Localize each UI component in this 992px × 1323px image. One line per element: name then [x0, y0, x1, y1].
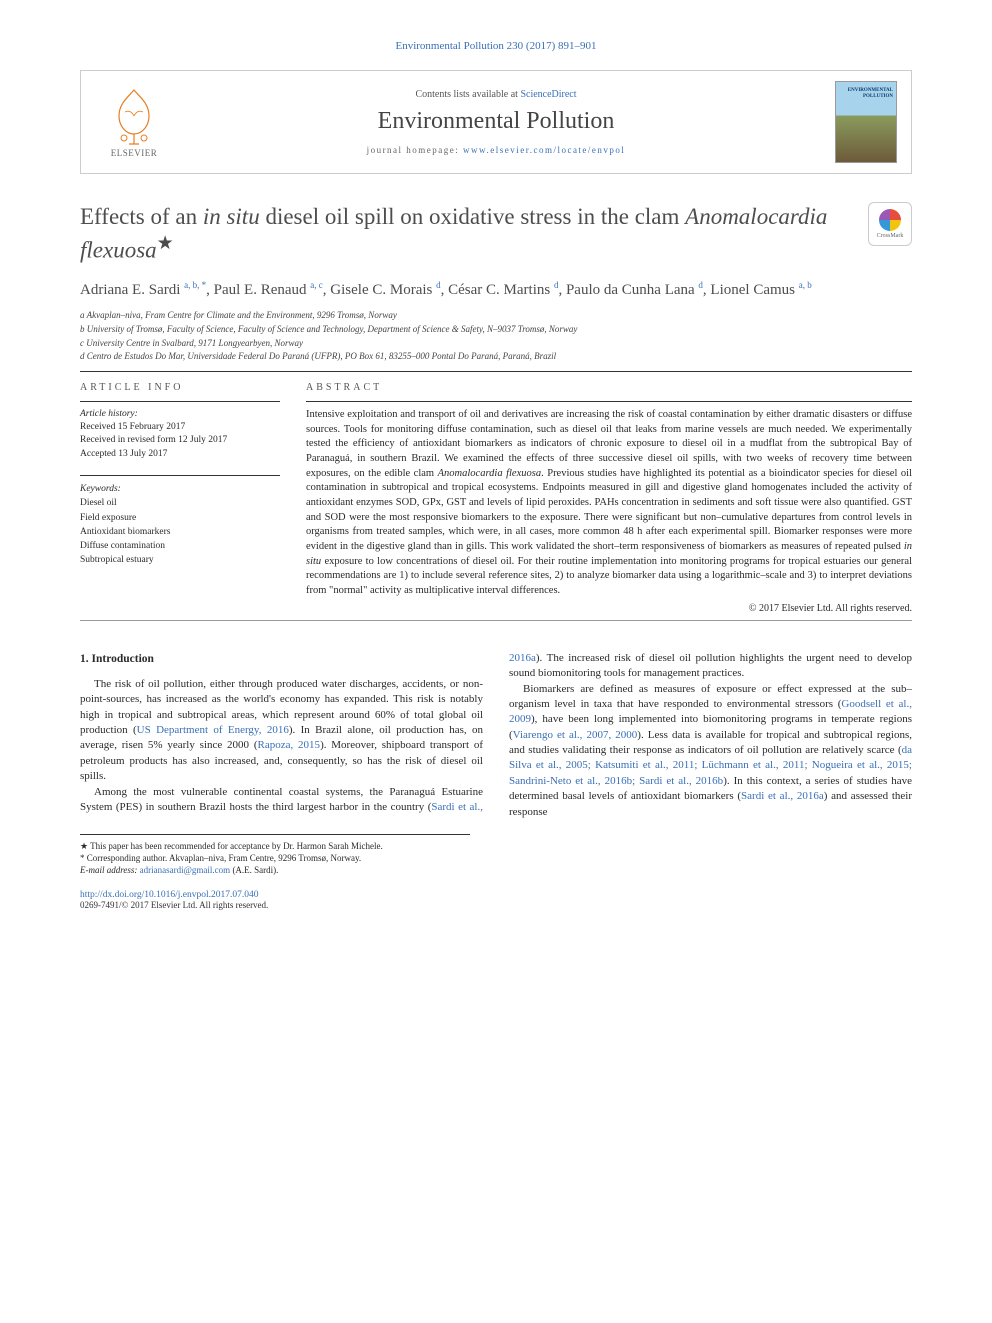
crossmark-label: CrossMark	[877, 233, 904, 239]
affiliation: c University Centre in Svalbard, 9171 Lo…	[80, 337, 912, 350]
sciencedirect-link[interactable]: ScienceDirect	[520, 89, 576, 100]
ref-link[interactable]: Rapoza, 2015	[258, 739, 321, 751]
homepage-prefix: journal homepage:	[367, 145, 463, 155]
keyword: Diffuse contamination	[80, 541, 165, 551]
abstract-head: ABSTRACT	[306, 382, 912, 393]
article-history: Article history: Received 15 February 20…	[80, 401, 280, 461]
crossmark-icon	[879, 209, 901, 231]
ref-link[interactable]: US Department of Energy, 2016	[137, 724, 289, 736]
keyword: Diesel oil	[80, 498, 117, 508]
keyword: Subtropical estuary	[80, 555, 154, 565]
doi-link[interactable]: http://dx.doi.org/10.1016/j.envpol.2017.…	[80, 890, 258, 900]
email-suffix: (A.E. Sardi).	[230, 865, 278, 875]
homepage-line: journal homepage: www.elsevier.com/locat…	[173, 145, 819, 155]
keyword: Antioxidant biomarkers	[80, 527, 171, 537]
abstract-copyright: © 2017 Elsevier Ltd. All rights reserved…	[306, 603, 912, 614]
ref-link[interactable]: Viarengo et al., 2007, 2000	[513, 729, 638, 741]
received-date: Received 15 February 2017	[80, 422, 185, 432]
ref-link[interactable]: da Silva et al., 2005; Katsumiti et al.,…	[509, 744, 912, 787]
footnote-corresponding: * Corresponding author. Akvaplan–niva, F…	[80, 852, 470, 864]
footnote-star: ★ This paper has been recommended for ac…	[80, 840, 470, 852]
journal-cover-thumb: ENVIRONMENTAL POLLUTION	[835, 81, 897, 163]
homepage-link[interactable]: www.elsevier.com/locate/envpol	[463, 145, 625, 155]
accepted-date: Accepted 13 July 2017	[80, 449, 167, 459]
affiliations: a Akvaplan–niva, Fram Centre for Climate…	[80, 309, 912, 362]
author-list: Adriana E. Sardi a, b, *, Paul E. Renaud…	[80, 279, 912, 301]
email-label: E-mail address:	[80, 865, 140, 875]
abstract-text: Intensive exploitation and transport of …	[306, 401, 912, 599]
intro-paragraph: Biomarkers are defined as measures of ex…	[509, 682, 912, 821]
journal-name: Environmental Pollution	[173, 108, 819, 135]
keywords-block: Keywords: Diesel oil Field exposure Anti…	[80, 475, 280, 568]
ref-link[interactable]: Goodsell et al., 2009	[509, 698, 912, 725]
revised-date: Received in revised form 12 July 2017	[80, 435, 227, 445]
divider	[80, 371, 912, 372]
top-citation: Environmental Pollution 230 (2017) 891–9…	[80, 40, 912, 52]
keyword: Field exposure	[80, 513, 136, 523]
keywords-head: Keywords:	[80, 484, 121, 494]
article-info-head: ARTICLE INFO	[80, 382, 280, 393]
affiliation: b University of Tromsø, Faculty of Scien…	[80, 323, 912, 336]
history-label: Article history:	[80, 409, 138, 419]
contents-line: Contents lists available at ScienceDirec…	[173, 89, 819, 100]
article-title: Effects of an in situ diesel oil spill o…	[80, 202, 852, 265]
divider	[80, 620, 912, 621]
publisher-logo-block: ELSEVIER	[95, 86, 173, 158]
ref-link[interactable]: Sardi et al., 2016a	[741, 790, 824, 802]
elsevier-tree-icon	[107, 86, 161, 146]
affiliation: a Akvaplan–niva, Fram Centre for Climate…	[80, 309, 912, 322]
body-columns: 1. Introduction The risk of oil pollutio…	[80, 651, 912, 820]
affiliation: d Centro de Estudos Do Mar, Universidade…	[80, 350, 912, 363]
email-link[interactable]: adrianasardi@gmail.com	[140, 865, 231, 875]
doi-rights: 0269-7491/© 2017 Elsevier Ltd. All right…	[80, 900, 268, 910]
contents-prefix: Contents lists available at	[415, 89, 520, 100]
journal-header-box: ELSEVIER Contents lists available at Sci…	[80, 70, 912, 174]
publisher-name: ELSEVIER	[111, 148, 158, 158]
crossmark-badge[interactable]: CrossMark	[868, 202, 912, 246]
section-heading-intro: 1. Introduction	[80, 651, 483, 667]
intro-paragraph: The risk of oil pollution, either throug…	[80, 677, 483, 785]
doi-block: http://dx.doi.org/10.1016/j.envpol.2017.…	[80, 890, 912, 911]
cover-title: ENVIRONMENTAL POLLUTION	[836, 88, 893, 99]
footnotes: ★ This paper has been recommended for ac…	[80, 834, 470, 876]
